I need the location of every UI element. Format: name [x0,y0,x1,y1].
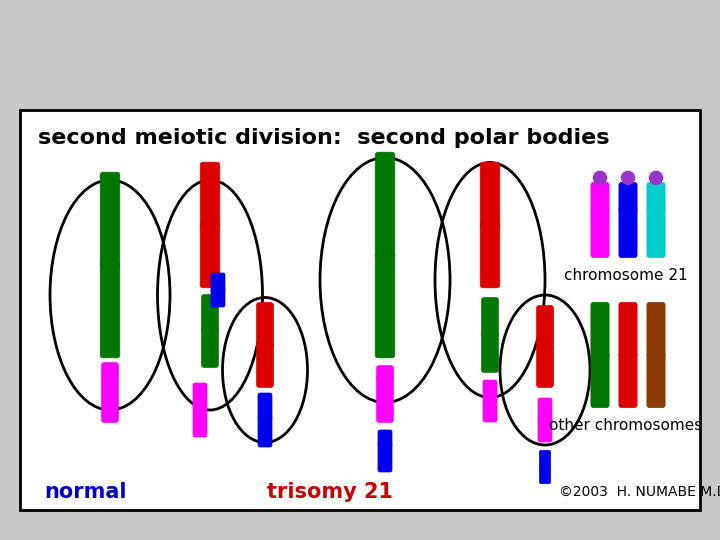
Text: ©2003  H. NUMABE M.D.: ©2003 H. NUMABE M.D. [559,485,720,499]
Bar [20,110,700,510]
FancyBboxPatch shape [647,302,665,357]
Circle shape [595,205,605,215]
FancyBboxPatch shape [193,403,207,437]
FancyBboxPatch shape [377,366,393,380]
Circle shape [485,220,495,231]
Circle shape [104,260,115,271]
FancyBboxPatch shape [483,398,497,422]
Circle shape [215,286,222,294]
FancyBboxPatch shape [538,418,552,442]
FancyBboxPatch shape [591,207,609,258]
FancyBboxPatch shape [256,302,274,347]
FancyBboxPatch shape [258,416,272,447]
FancyBboxPatch shape [539,465,551,484]
FancyBboxPatch shape [200,162,220,228]
Circle shape [381,441,389,449]
Circle shape [541,342,549,352]
Circle shape [542,464,548,470]
FancyBboxPatch shape [482,298,498,338]
Circle shape [621,171,634,184]
Circle shape [651,350,661,360]
FancyBboxPatch shape [375,152,395,258]
FancyBboxPatch shape [619,353,637,408]
Circle shape [486,396,494,404]
Circle shape [380,374,390,382]
FancyBboxPatch shape [377,376,393,422]
FancyBboxPatch shape [619,183,637,213]
FancyBboxPatch shape [591,183,609,213]
Circle shape [196,401,204,409]
FancyBboxPatch shape [200,222,220,288]
FancyBboxPatch shape [375,252,395,358]
Circle shape [651,205,661,215]
FancyBboxPatch shape [258,393,272,420]
Text: trisomy 21: trisomy 21 [267,482,393,502]
Text: second meiotic division:  second polar bodies: second meiotic division: second polar bo… [38,128,610,148]
Circle shape [379,249,390,260]
Circle shape [261,414,269,422]
FancyBboxPatch shape [538,398,552,422]
FancyBboxPatch shape [102,362,118,374]
FancyBboxPatch shape [202,328,218,367]
FancyBboxPatch shape [211,273,225,292]
FancyBboxPatch shape [378,430,392,447]
Circle shape [595,350,605,360]
FancyBboxPatch shape [256,342,274,387]
Circle shape [204,220,215,231]
FancyBboxPatch shape [202,295,218,333]
FancyBboxPatch shape [193,383,207,407]
Text: normal: normal [44,482,126,502]
FancyBboxPatch shape [591,302,609,357]
FancyBboxPatch shape [482,333,498,373]
FancyBboxPatch shape [647,353,665,408]
Circle shape [105,367,114,376]
FancyBboxPatch shape [647,183,665,213]
FancyBboxPatch shape [378,443,392,472]
Circle shape [649,171,662,184]
FancyBboxPatch shape [480,222,500,288]
FancyBboxPatch shape [102,369,118,422]
FancyBboxPatch shape [539,450,551,469]
Circle shape [623,205,633,215]
Circle shape [485,330,495,340]
Circle shape [623,350,633,360]
Circle shape [593,171,606,184]
FancyBboxPatch shape [100,172,120,268]
Circle shape [261,340,269,349]
FancyBboxPatch shape [536,345,554,387]
FancyBboxPatch shape [100,262,120,358]
Circle shape [541,416,549,424]
FancyBboxPatch shape [619,207,637,258]
FancyBboxPatch shape [480,162,500,228]
Text: chromosome 21: chromosome 21 [564,268,688,283]
FancyBboxPatch shape [536,306,554,349]
FancyBboxPatch shape [483,380,497,402]
FancyBboxPatch shape [647,207,665,258]
Text: other chromosomes: other chromosomes [549,418,703,433]
FancyBboxPatch shape [619,302,637,357]
FancyBboxPatch shape [591,353,609,408]
Circle shape [205,326,215,335]
FancyBboxPatch shape [211,288,225,307]
